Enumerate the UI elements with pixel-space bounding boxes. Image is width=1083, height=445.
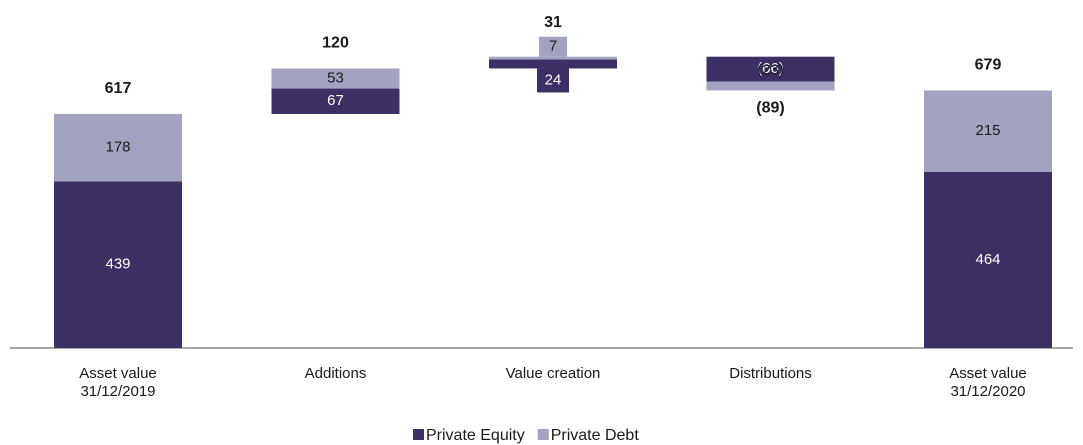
bar-segment bbox=[924, 172, 1052, 348]
value-label: 178 bbox=[105, 139, 130, 156]
total-label: 617 bbox=[105, 80, 132, 97]
x-tick-label: Asset value bbox=[79, 365, 157, 382]
total-label: (89) bbox=[756, 100, 784, 117]
value-label: 464 bbox=[975, 251, 1000, 268]
total-label: 31 bbox=[544, 14, 562, 31]
value-label: 215 bbox=[975, 122, 1000, 139]
value-label: 53 bbox=[327, 69, 344, 86]
x-tick-label: Value creation bbox=[506, 365, 601, 382]
bar-segment bbox=[489, 56, 617, 60]
value-label: 67 bbox=[327, 92, 344, 109]
x-tick-label: Distributions bbox=[729, 365, 812, 382]
value-label: 7 bbox=[549, 38, 557, 55]
x-tick-label: 31/12/2019 bbox=[80, 383, 155, 400]
value-label: 439 bbox=[105, 256, 130, 273]
legend-label: Private Debt bbox=[551, 427, 640, 444]
label-box bbox=[539, 36, 567, 57]
bar-segment bbox=[706, 56, 835, 82]
bar-segment bbox=[924, 90, 1052, 173]
bar-segment bbox=[54, 113, 182, 182]
x-tick-label: Asset value bbox=[949, 365, 1027, 382]
bar-segment bbox=[54, 181, 182, 348]
value-label: 24 bbox=[545, 71, 562, 88]
value-label: (23) bbox=[757, 62, 784, 79]
label-box bbox=[537, 68, 569, 93]
bar-segment bbox=[271, 88, 400, 114]
legend-swatch bbox=[537, 429, 549, 440]
legend-label: Private Equity bbox=[426, 427, 525, 444]
bar-segment bbox=[271, 68, 400, 89]
x-tick-label: 31/12/2020 bbox=[950, 383, 1025, 400]
legend-swatch bbox=[413, 429, 424, 440]
bar-segment bbox=[706, 81, 835, 91]
total-label: 120 bbox=[322, 35, 349, 52]
value-label: (66) bbox=[757, 60, 784, 77]
total-label: 679 bbox=[975, 57, 1002, 74]
x-tick-label: Additions bbox=[305, 365, 367, 382]
bar-segment bbox=[489, 59, 617, 69]
